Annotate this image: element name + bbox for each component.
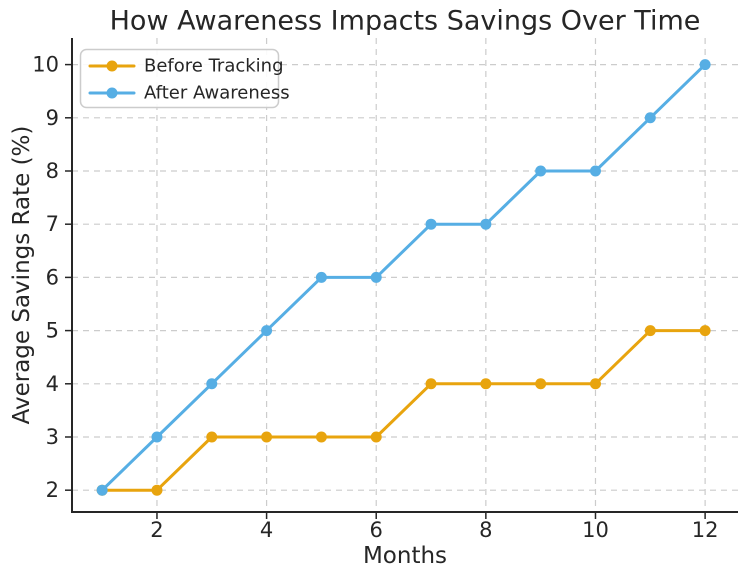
data-point-marker (589, 378, 601, 390)
legend-label: After Awareness (144, 83, 290, 104)
data-point-marker (370, 431, 382, 443)
data-point-marker (261, 325, 273, 337)
x-axis-label: Months (363, 543, 447, 569)
y-tick-label: 5 (46, 319, 59, 343)
y-tick-label: 3 (46, 425, 59, 449)
chart-title: How Awareness Impacts Savings Over Time (110, 6, 701, 37)
legend-swatch-marker (106, 87, 118, 99)
data-point-marker (480, 378, 492, 390)
series-line-before-tracking (100, 329, 707, 492)
y-tick-label: 10 (32, 53, 59, 77)
data-point-marker (425, 378, 437, 390)
data-point-marker (370, 271, 382, 283)
x-tick-label: 10 (582, 518, 609, 542)
data-point-marker (151, 484, 163, 496)
data-point-marker (480, 218, 492, 230)
y-tick-label: 9 (46, 106, 59, 130)
data-point-marker (589, 165, 601, 177)
data-point-marker (425, 218, 437, 230)
data-point-marker (96, 484, 108, 496)
legend-entry-after-awareness: After Awareness (88, 83, 290, 104)
grid (72, 38, 738, 512)
series-line-after-awareness (100, 63, 707, 492)
data-point-marker (535, 378, 547, 390)
data-point-marker (151, 431, 163, 443)
y-tick-label: 7 (46, 212, 59, 236)
x-tick-label: 4 (260, 518, 273, 542)
data-point-marker (699, 59, 711, 71)
tick-marks (65, 63, 706, 519)
data-point-marker (315, 431, 327, 443)
data-point-marker (699, 325, 711, 337)
x-tick-label: 2 (150, 518, 163, 542)
x-tick-label: 6 (370, 518, 383, 542)
data-point-marker (315, 271, 327, 283)
legend-entry-before-tracking: Before Tracking (88, 56, 284, 77)
series-before-tracking (96, 325, 711, 496)
data-point-marker (535, 165, 547, 177)
data-point-marker (206, 431, 218, 443)
data-point-marker (206, 378, 218, 390)
legend: Before Tracking After Awareness (79, 48, 290, 109)
y-tick-label: 2 (46, 478, 59, 502)
y-tick-label: 6 (46, 265, 59, 289)
x-tick-label: 12 (692, 518, 719, 542)
data-point-marker (261, 431, 273, 443)
y-tick-label: 8 (46, 159, 59, 183)
series-after-awareness (96, 59, 711, 496)
x-tick-label: 8 (479, 518, 492, 542)
data-point-marker (644, 325, 656, 337)
legend-swatch-marker (106, 60, 118, 72)
legend-label: Before Tracking (144, 56, 284, 77)
data-point-marker (644, 112, 656, 124)
y-axis-label: Average Savings Rate (%) (9, 126, 35, 425)
y-tick-label: 4 (46, 372, 59, 396)
